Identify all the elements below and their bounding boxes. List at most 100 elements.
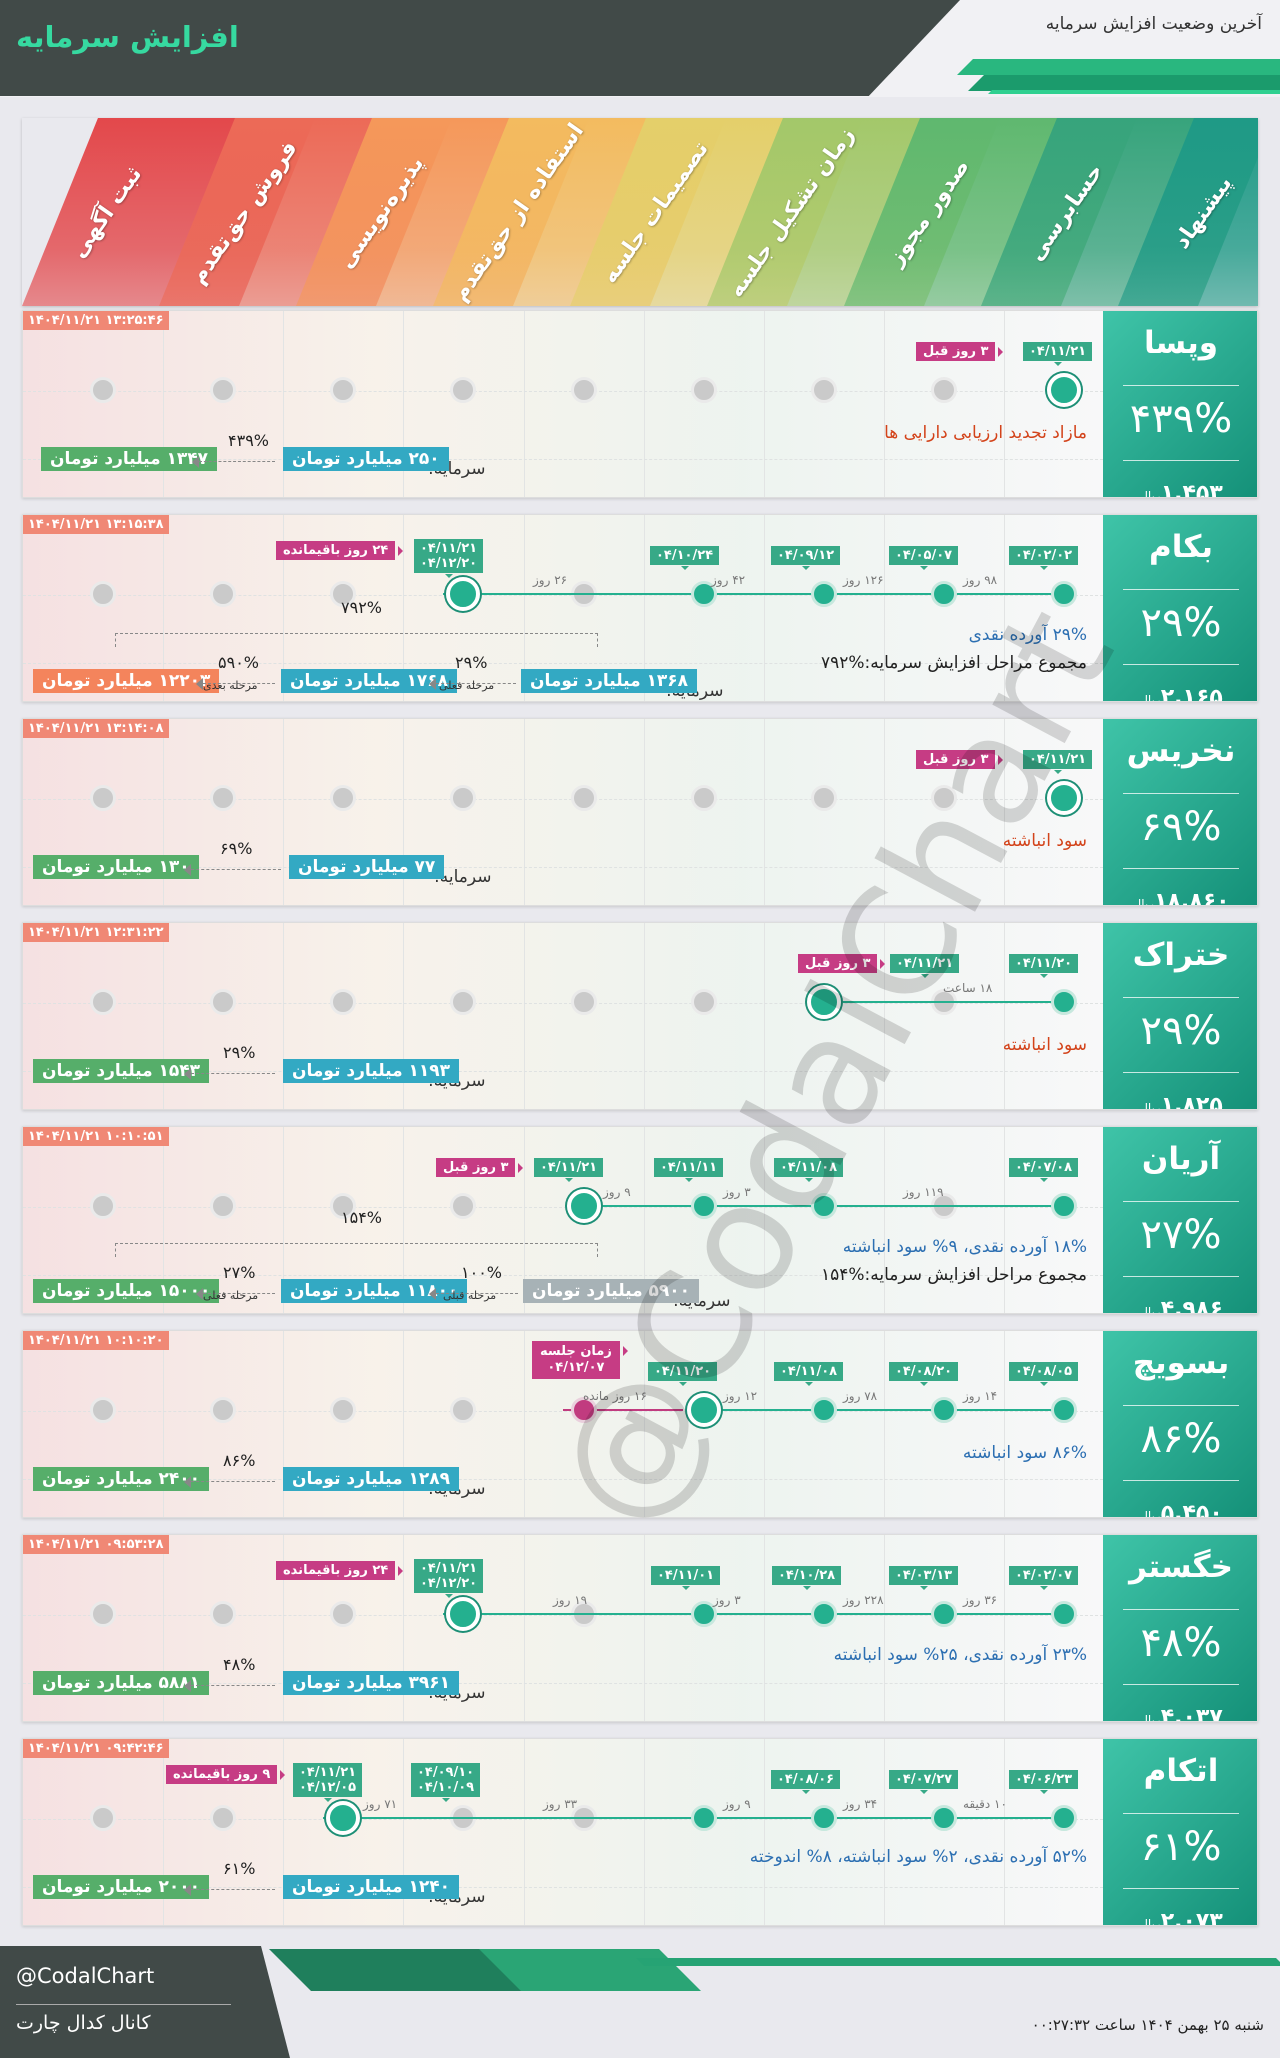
symbol-panel[interactable]: نخریس ۶۹% ۱۸,۸۶۰ریال bbox=[1103, 719, 1257, 906]
stage-dot[interactable] bbox=[811, 581, 837, 607]
grid-line bbox=[23, 1615, 1103, 1616]
date-text: ۰۴/۰۸/۲۰ bbox=[895, 1364, 953, 1379]
price-value: ۴,۹۸۶ bbox=[1160, 1297, 1223, 1314]
grid-line bbox=[884, 1535, 885, 1721]
date-text: ۰۴/۰۸/۰۶ bbox=[777, 1772, 835, 1787]
symbol-name[interactable]: بکام bbox=[1148, 529, 1214, 565]
capital-arrow bbox=[429, 1288, 518, 1300]
symbol-panel[interactable]: خگستر ۴۸% ۴,۰۳۷ریال bbox=[1103, 1535, 1257, 1722]
duration-label: ۴۲ روز bbox=[711, 573, 746, 587]
date-badge: ۰۴/۱۱/۲۱ bbox=[534, 1158, 604, 1182]
stage-dot[interactable] bbox=[691, 1193, 717, 1219]
stage-dot[interactable] bbox=[811, 1193, 837, 1219]
meeting-dot[interactable] bbox=[571, 1397, 597, 1423]
duration-label: ۹ روز bbox=[603, 1185, 631, 1199]
stage-dot bbox=[330, 581, 356, 607]
grid-line bbox=[764, 1739, 765, 1925]
symbol-panel[interactable]: اتکام ۶۱% ۲,۰۷۳ریال bbox=[1103, 1739, 1257, 1925]
grid-line bbox=[1004, 1535, 1005, 1721]
symbol-panel[interactable]: آریان ۲۷% ۴,۹۸۶ریال bbox=[1103, 1127, 1257, 1314]
stage-dot bbox=[571, 785, 597, 811]
stage-label-text: حسابرسی bbox=[1023, 158, 1109, 266]
grid-line bbox=[764, 719, 765, 905]
symbol-name[interactable]: ختراک bbox=[1132, 937, 1230, 973]
date-badge: ۰۴/۱۱/۲۱ bbox=[1023, 750, 1093, 774]
grid-line bbox=[524, 515, 525, 701]
price-unit: ریال bbox=[1139, 1509, 1161, 1518]
duration-label: ۳ روز bbox=[713, 1593, 741, 1607]
stage-dot[interactable] bbox=[1051, 1397, 1077, 1423]
stage-dot[interactable] bbox=[1051, 1805, 1077, 1831]
stage-dot[interactable] bbox=[931, 1397, 957, 1423]
stage-dot[interactable] bbox=[1051, 1601, 1077, 1627]
current-stage-dot[interactable] bbox=[567, 1189, 601, 1223]
symbol-name[interactable]: خگستر bbox=[1129, 1549, 1233, 1585]
stage-dot[interactable] bbox=[811, 1397, 837, 1423]
date-text: ۰۴/۱۱/۲۱ bbox=[540, 1160, 598, 1175]
stage-dot[interactable] bbox=[1051, 989, 1077, 1015]
date-badge: ۰۴/۱۱/۲۰ bbox=[648, 1362, 718, 1386]
current-stage-dot[interactable] bbox=[1047, 373, 1081, 407]
symbol-name[interactable]: نخریس bbox=[1126, 733, 1236, 769]
capital-from: ۱۳۶۸ میلیارد تومان bbox=[521, 669, 698, 693]
current-stage-dot[interactable] bbox=[446, 577, 480, 611]
price-value: ۴,۰۳۷ bbox=[1160, 1705, 1223, 1722]
stage-dot[interactable] bbox=[691, 1601, 717, 1627]
capital-arrow bbox=[184, 1068, 275, 1080]
grid-line bbox=[644, 1535, 645, 1721]
date-text: ۰۴/۱۱/۲۰ bbox=[654, 1364, 712, 1379]
duration-label: ۳۴ روز bbox=[843, 1797, 878, 1811]
grid-line bbox=[644, 311, 645, 497]
stage-dot[interactable] bbox=[811, 1805, 837, 1831]
stage-dot[interactable] bbox=[1051, 581, 1077, 607]
symbol-name[interactable]: اتکام bbox=[1143, 1753, 1219, 1789]
price-unit: ریال bbox=[1132, 897, 1154, 906]
stage-dot bbox=[210, 1601, 236, 1627]
stage-dot[interactable] bbox=[1051, 1193, 1077, 1219]
timeline-line bbox=[443, 593, 1064, 595]
grid-line bbox=[524, 311, 525, 497]
symbol-name[interactable]: آریان bbox=[1141, 1141, 1221, 1177]
stage-label: استفاده از حق‌تقدم bbox=[443, 118, 593, 306]
description: مازاد تجدید ارزیابی دارایی ها bbox=[884, 423, 1087, 443]
current-stage-dot[interactable] bbox=[326, 1801, 360, 1835]
stage-dot bbox=[811, 785, 837, 811]
grid-line bbox=[163, 311, 164, 497]
current-stage-dot[interactable] bbox=[446, 1597, 480, 1631]
date-text: ۰۴/۱۱/۰۱ bbox=[657, 1568, 715, 1583]
stage-dot[interactable] bbox=[691, 1805, 717, 1831]
duration-label: ۷۱ روز bbox=[363, 1797, 398, 1811]
date-badge: ۰۴/۰۹/۱۲ bbox=[771, 546, 841, 570]
stage-dot[interactable] bbox=[931, 1601, 957, 1627]
grid-line bbox=[1004, 515, 1005, 701]
capital-from: ۳۹۶۱ میلیارد تومان bbox=[283, 1671, 460, 1695]
duration-label: ۲۶ روز bbox=[533, 573, 568, 587]
symbol-panel[interactable]: بسویچ ۸۶% ۵,۴۵۰ریال bbox=[1103, 1331, 1257, 1518]
description: سود انباشته bbox=[1002, 1035, 1087, 1055]
symbol-name[interactable]: وپسا bbox=[1143, 325, 1219, 361]
footer-divider bbox=[16, 2004, 231, 2005]
symbol-panel[interactable]: ختراک ۲۹% ۱,۸۲۵ریال bbox=[1103, 923, 1257, 1109]
current-stage-dot[interactable] bbox=[687, 1393, 721, 1427]
header-stripe bbox=[988, 90, 1280, 94]
capital-arrow bbox=[196, 678, 275, 690]
capital-to: ۱۳۰ میلیارد تومان bbox=[33, 855, 199, 879]
description: سود انباشته bbox=[1002, 831, 1087, 851]
stage-dot[interactable] bbox=[931, 581, 957, 607]
grid-line bbox=[884, 923, 885, 1109]
description: ۱۸% آورده نقدی، ۹% سود انباشته bbox=[842, 1237, 1087, 1257]
grid-line bbox=[1004, 923, 1005, 1109]
grid-line bbox=[283, 923, 284, 1109]
current-stage-dot[interactable] bbox=[1047, 781, 1081, 815]
symbol-name[interactable]: بسویچ bbox=[1132, 1345, 1230, 1381]
stage-dot[interactable] bbox=[811, 1601, 837, 1627]
stage-dot[interactable] bbox=[691, 581, 717, 607]
current-stage-dot[interactable] bbox=[807, 985, 841, 1019]
capital-to: ۱۵۰۰۰ میلیارد تومان bbox=[33, 1279, 220, 1303]
stage-dot[interactable] bbox=[931, 1805, 957, 1831]
footer-handle[interactable]: @CodalChart bbox=[16, 1964, 155, 1988]
grid-line bbox=[23, 1819, 1103, 1820]
symbol-panel[interactable]: وپسا ۴۳۹% ۱,۴۵۳ریال bbox=[1103, 311, 1257, 497]
grid-line bbox=[1004, 1127, 1005, 1313]
symbol-panel[interactable]: بکام ۲۹% ۲,۱۶۵ریال bbox=[1103, 515, 1257, 701]
